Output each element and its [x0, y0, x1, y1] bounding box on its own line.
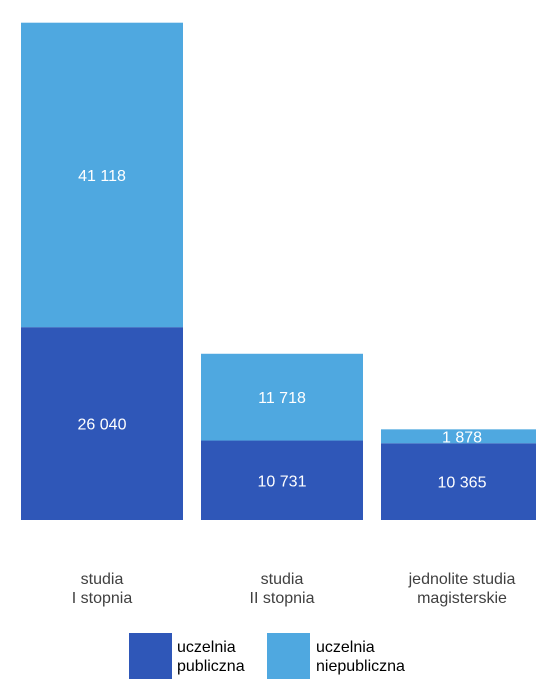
value-label-niepubliczna-2: 11 718 [258, 390, 306, 407]
category-label-1: studia I stopnia [72, 571, 133, 607]
bar-niepubliczna-3 [381, 429, 536, 444]
legend-label-publiczna: uczelnia publiczna [177, 639, 245, 675]
bar-publiczna-3 [381, 443, 536, 520]
legend-swatch-niepubliczna [267, 633, 310, 679]
value-label-niepubliczna-3: 1 878 [442, 429, 482, 446]
bar-niepubliczna-2 [201, 353, 363, 441]
bar-niepubliczna-1 [21, 22, 183, 328]
value-label-publiczna-2: 10 731 [258, 473, 307, 490]
value-label-niepubliczna-1: 41 118 [78, 168, 126, 185]
category-label-3: jednolite studia magisterskie [408, 571, 516, 607]
bar-publiczna-1 [21, 327, 183, 520]
value-label-publiczna-3: 10 365 [438, 475, 487, 492]
category-labels-group: studia I stopnia studia II stopnia jednolite… [72, 571, 516, 607]
legend: uczelnia publiczna uczelnia niepubliczna [129, 633, 405, 679]
legend-swatch-publiczna [129, 633, 172, 679]
bar-publiczna-2 [201, 440, 363, 520]
bars-group [21, 22, 536, 520]
value-label-publiczna-1: 26 040 [78, 417, 127, 434]
value-labels-group: 26 040 41 118 10 731 11 718 10 365 1 878 [78, 168, 487, 492]
legend-label-niepubliczna: uczelnia niepubliczna [316, 639, 405, 675]
category-label-2: studia II stopnia [250, 571, 315, 607]
